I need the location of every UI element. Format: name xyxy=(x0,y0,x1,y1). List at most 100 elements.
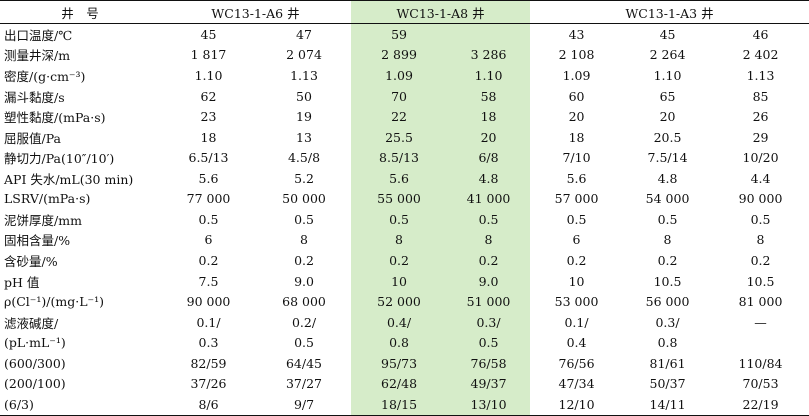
cell-value: 0.2 xyxy=(750,253,771,268)
cell-value: 13/10 xyxy=(447,394,531,416)
cell-value: 0.2 xyxy=(294,253,314,268)
cell-value: 29 xyxy=(752,129,769,145)
cell-value: 10 xyxy=(351,270,448,292)
cell-value: 9/7 xyxy=(257,394,352,416)
cell-value: 1.09 xyxy=(562,67,591,83)
cell-value: 76/56 xyxy=(558,355,595,371)
row-label: (pL·mL⁻¹) xyxy=(4,335,66,351)
row-label: 密度/(g·cm⁻³) xyxy=(4,68,86,84)
cell-value: 0.2 xyxy=(657,253,678,268)
table-row: 密度/(g·cm⁻³) 1.10 1.13 1.09 1.10 1.09 1.10 1.13 xyxy=(0,65,809,86)
cell-value: 4.5/8 xyxy=(287,150,321,166)
group-header-a8: WC13-1-A8 井 xyxy=(351,0,531,24)
cell-value: 3 286 xyxy=(447,44,531,66)
cell-value: 18 xyxy=(200,129,217,145)
cell-value: 37/26 xyxy=(190,376,227,392)
cell-value: 0.2 xyxy=(198,253,219,268)
cell-value: 0.5 xyxy=(657,211,678,227)
row-label: 出口温度/℃ xyxy=(4,27,73,43)
cell-value: 8 xyxy=(447,229,531,251)
row-label: 含砂量/% xyxy=(4,254,58,269)
cell-value: 20 xyxy=(659,109,676,125)
cell-value: 7.5 xyxy=(198,273,219,289)
table-row: (6/3) 8/6 9/7 18/15 13/10 12/10 14/11 22/19 xyxy=(0,394,809,416)
cell-value: 0.2 xyxy=(447,250,531,271)
cell-value: 47/34 xyxy=(558,376,595,392)
cell-value: 10.5 xyxy=(746,273,775,289)
group-header-a3: WC13-1-A3 井 xyxy=(530,0,809,24)
cell-value: 2 264 xyxy=(649,47,686,63)
table-row: 测量井深/m 1 817 2 074 2 899 3 286 2 108 2 264 2 40… xyxy=(0,44,809,66)
cell-value: 0.5 xyxy=(566,211,587,227)
cell-value: 18 xyxy=(447,106,531,127)
cell-value: 77 000 xyxy=(186,191,231,207)
cell-value: 4.8 xyxy=(447,167,531,189)
cell-value: 62 xyxy=(200,88,217,104)
table-row: 泥饼厚度/mm 0.5 0.5 0.5 0.5 0.5 0.5 0.5 xyxy=(0,209,809,230)
cell-value: 6 xyxy=(572,232,581,248)
cell-value: 76/58 xyxy=(447,353,531,374)
cell-value: 0.2/ xyxy=(291,314,317,330)
cell-value: 0.2 xyxy=(566,253,587,268)
cell-value: 82/59 xyxy=(190,355,227,371)
cell-value: 20.5 xyxy=(653,129,682,145)
cell-value: 2 899 xyxy=(351,44,448,66)
cell-value: 68 000 xyxy=(282,294,326,310)
table-row: LSRV/(mPa·s) 77 000 50 000 55 000 41 000 57 0… xyxy=(0,188,809,210)
table-row: (200/100) 37/26 37/27 62/48 49/37 47/34 50/37 7… xyxy=(0,373,809,395)
cell-value: 58 xyxy=(447,85,531,107)
cell-value: 0.4 xyxy=(566,335,587,351)
cell-value: 1.10 xyxy=(194,67,223,83)
cell-value xyxy=(712,332,809,353)
table-row: 漏斗黏度/s 62 50 70 58 60 65 85 xyxy=(0,85,809,107)
table-row: (pL·mL⁻¹) 0.3 0.5 0.8 0.5 0.4 0.8 xyxy=(0,332,809,354)
cell-value: 65 xyxy=(659,88,676,104)
cell-value: 0.5 xyxy=(447,209,531,230)
cell-value: 7/10 xyxy=(562,150,591,166)
cell-value: 0.5 xyxy=(294,211,314,227)
cell-value: 1.09 xyxy=(351,65,448,86)
cell-value: 14/11 xyxy=(623,394,713,416)
cell-value: 8 xyxy=(300,232,308,248)
well-number-header: 井 号 xyxy=(0,0,160,24)
cell-value: 47 xyxy=(296,26,312,42)
cell-value: 50 xyxy=(296,88,312,104)
cell-value: 0.1/ xyxy=(564,314,589,330)
cell-value: 12/10 xyxy=(530,394,624,416)
cell-value: 57 000 xyxy=(554,191,599,207)
cell-value: 5.6 xyxy=(351,167,448,189)
table-row: ρ(Cl⁻¹)/(mg·L⁻¹) 90 000 68 000 52 000 51 000… xyxy=(0,291,809,312)
cell-value: 6 xyxy=(204,232,213,248)
cell-value: 10.5 xyxy=(653,273,682,289)
cell-value: 85 xyxy=(752,88,769,104)
cell-value: 20 xyxy=(568,109,585,125)
cell-value: 5.2 xyxy=(294,170,314,186)
row-label: (200/100) xyxy=(4,376,66,392)
cell-value: 0.1/ xyxy=(196,314,221,330)
cell-value: 19 xyxy=(296,109,312,125)
cell-value: 46 xyxy=(752,26,769,42)
cell-value: 4.8 xyxy=(657,170,678,186)
cell-value: 62/48 xyxy=(351,373,448,395)
cell-value: 51 000 xyxy=(447,291,531,312)
cell-value: 0.3 xyxy=(198,335,219,351)
cell-value: 41 000 xyxy=(447,188,531,210)
row-label: pH 值 xyxy=(4,274,40,290)
table-row: 固相含量/% 6 8 8 8 6 8 8 xyxy=(0,229,809,251)
cell-value: 64/45 xyxy=(285,355,323,371)
cell-value: 37/27 xyxy=(285,376,323,392)
cell-value: 90 000 xyxy=(186,294,231,310)
cell-value: 9.0 xyxy=(447,270,531,292)
cell-value: 13 xyxy=(296,129,312,145)
cell-value: 81 000 xyxy=(738,294,783,310)
table-row: API 失水/mL(30 min) 5.6 5.2 5.6 4.8 5.6 4.8 4.4 xyxy=(0,167,809,189)
cell-value: 8 xyxy=(351,229,448,251)
table-row: 滤液碱度/0.1/0.2/0.4/0.3/0.1/0.3/ — xyxy=(0,311,809,333)
row-label: 泥饼厚度/mm xyxy=(4,212,82,228)
cell-value: 81/61 xyxy=(649,355,686,371)
cell-value: 22/19 xyxy=(712,394,809,416)
group-header-a6: WC13-1-A6 井 xyxy=(160,0,352,24)
cell-value xyxy=(447,23,531,45)
table-row: 含砂量/% 0.2 0.2 0.2 0.2 0.2 0.2 0.2 xyxy=(0,250,809,271)
